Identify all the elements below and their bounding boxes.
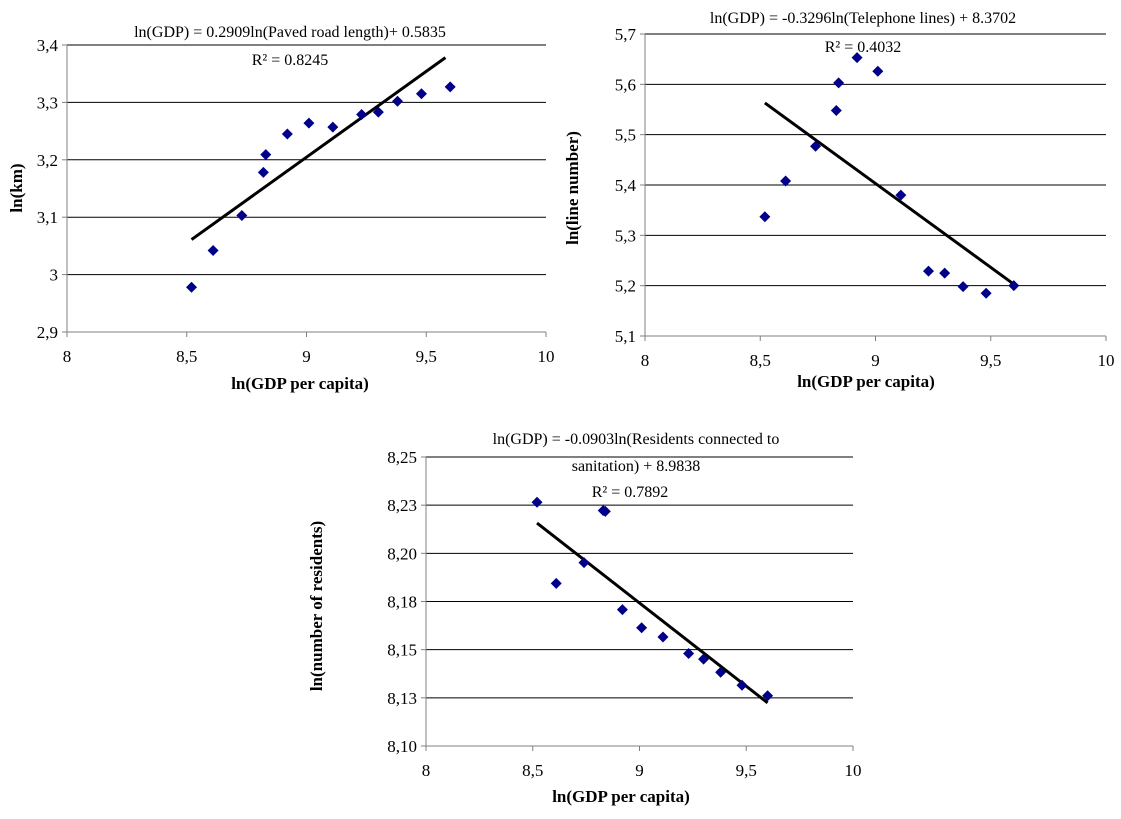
y-tick-label: 2,9 [37, 323, 58, 342]
y-tick-label: 8,25 [387, 448, 417, 467]
data-point [327, 121, 339, 133]
y-tick-label: 3,2 [37, 151, 58, 170]
trendline [536, 521, 769, 705]
y-tick-label: 8,18 [387, 593, 417, 612]
data-point [616, 604, 628, 616]
x-tick-label: 9,5 [980, 351, 1001, 370]
data-point [260, 149, 272, 161]
r-squared-label: R² = 0.8245 [252, 52, 329, 69]
regression-equation: ln(GDP) = 0.2909ln(Paved road length)+ 0… [134, 24, 446, 41]
data-point [939, 267, 951, 279]
y-tick-label: 5,2 [615, 277, 636, 296]
x-tick-label: 10 [845, 761, 862, 780]
x-axis-title: ln(GDP per capita) [552, 787, 690, 806]
data-point [895, 189, 907, 201]
x-tick-label: 10 [1098, 351, 1115, 370]
x-tick-label: 9 [871, 351, 880, 370]
data-point [872, 65, 884, 77]
data-point [392, 95, 404, 107]
data-point [810, 140, 822, 152]
y-tick-label: 5,5 [615, 126, 636, 145]
x-tick-label: 9 [635, 761, 644, 780]
x-tick-label: 10 [538, 347, 555, 366]
data-point [980, 287, 992, 299]
data-point [762, 690, 774, 702]
regression-equation: ln(GDP) = -0.3296ln(Telephone lines) + 8… [710, 10, 1016, 27]
y-axis-title: ln(line number) [563, 131, 582, 245]
x-tick-label: 8,5 [176, 347, 197, 366]
data-point [830, 105, 842, 117]
data-point [550, 577, 562, 589]
y-tick-label: 3,4 [37, 36, 59, 55]
data-point [531, 496, 543, 508]
data-point [599, 505, 611, 517]
data-point [236, 209, 248, 221]
r-squared-label: R² = 0.7892 [592, 484, 669, 501]
data-point [356, 108, 368, 120]
data-point [657, 631, 669, 643]
x-tick-label: 9,5 [736, 761, 757, 780]
y-tick-label: 3,3 [37, 93, 58, 112]
data-point [1008, 280, 1020, 292]
y-tick-label: 8,23 [387, 496, 417, 515]
data-point [372, 106, 384, 118]
data-point [736, 679, 748, 691]
chart-paved-road: 2,9 3 3,1 3,2 3,3 3,4 8 8,5 9 9,5 10 ln(GDP) = 0.29… [7, 24, 555, 393]
data-point [303, 117, 315, 129]
y-tick-label: 5,7 [615, 25, 637, 44]
r-squared-label: R² = 0.4032 [825, 39, 902, 56]
x-tick-label: 8 [63, 347, 72, 366]
data-point [636, 622, 648, 634]
chart-telephone-lines: 5,1 5,2 5,3 5,4 5,5 5,6 5,7 8 8,5 9 9,5 10 ln(GDP) =… [563, 10, 1115, 391]
data-point [957, 281, 969, 293]
x-tick-label: 8 [422, 761, 431, 780]
regression-equation-line: sanitation) + 8.9838 [572, 458, 701, 475]
data-point [257, 166, 269, 178]
data-point [833, 77, 845, 89]
y-tick-label: 3 [50, 266, 59, 285]
data-point [780, 175, 792, 187]
x-tick-label: 8,5 [750, 351, 771, 370]
x-axis-title: ln(GDP per capita) [231, 374, 369, 393]
data-point [186, 281, 198, 293]
data-point [281, 128, 293, 140]
y-tick-label: 5,6 [615, 75, 636, 94]
y-tick-label: 5,4 [615, 176, 637, 195]
y-axis-title: ln(number of residents) [307, 521, 326, 691]
y-tick-label: 8,15 [387, 641, 417, 660]
y-tick-label: 8,13 [387, 689, 417, 708]
x-tick-label: 8 [641, 351, 650, 370]
x-tick-label: 9 [302, 347, 311, 366]
chart-sanitation: 8,10 8,13 8,15 8,18 8,20 8,23 8,25 8 8,5 9 9,5 10 ln… [307, 431, 862, 806]
data-point [759, 211, 771, 223]
data-point [444, 81, 456, 93]
y-tick-label: 5,3 [615, 226, 636, 245]
data-point [207, 244, 219, 256]
x-tick-label: 8,5 [522, 761, 543, 780]
regression-equation-line: ln(GDP) = -0.0903ln(Residents connected … [493, 431, 780, 448]
trendline [763, 101, 1015, 286]
y-axis-title: ln(km) [7, 163, 26, 212]
data-point [715, 666, 727, 678]
y-tick-label: 8,10 [387, 737, 417, 756]
trendline [190, 56, 447, 241]
data-point [578, 557, 590, 569]
data-point [923, 265, 935, 277]
data-point [851, 52, 863, 64]
data-point [415, 88, 427, 100]
y-tick-label: 3,1 [37, 208, 58, 227]
y-tick-label: 5,1 [615, 327, 636, 346]
x-axis-title: ln(GDP per capita) [797, 372, 935, 391]
data-point [683, 648, 695, 660]
data-point [698, 653, 710, 665]
x-tick-label: 9,5 [416, 347, 437, 366]
y-tick-label: 8,20 [387, 544, 417, 563]
